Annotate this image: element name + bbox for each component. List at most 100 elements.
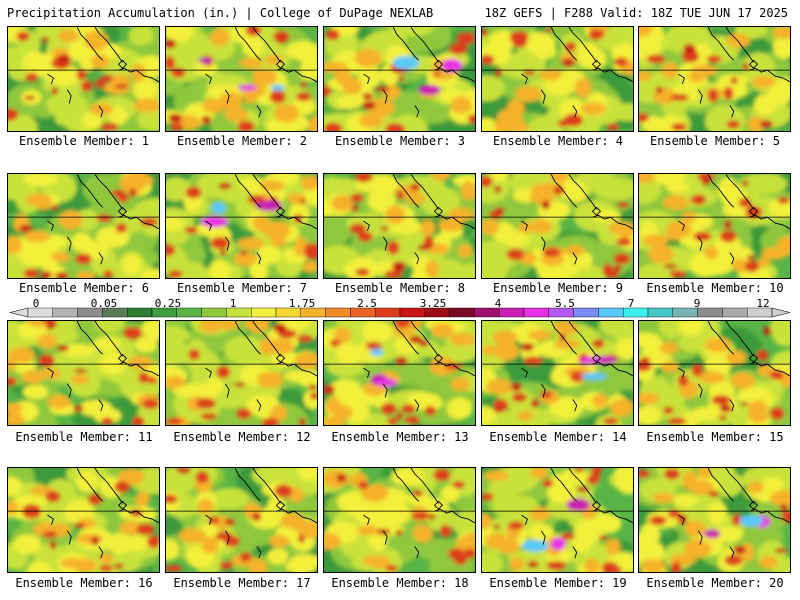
- coastline-outline: [363, 174, 475, 265]
- precipitation-field: [8, 321, 159, 425]
- coastline-outline: [47, 321, 159, 412]
- run-info: 18Z GEFS | F288 Valid: 18Z TUE JUN 17 20…: [484, 6, 788, 20]
- colorbar-swatch: [722, 307, 748, 318]
- ensemble-member-label: Ensemble Member: 2: [176, 134, 308, 148]
- colorbar-tick-label: 9: [693, 297, 701, 310]
- coastline-outline: [47, 174, 159, 265]
- precipitation-field: [8, 468, 159, 572]
- colorbar-max-arrow: [771, 307, 791, 318]
- colorbar-swatch: [598, 307, 624, 318]
- colorbar-tick-label: 3.25: [419, 297, 447, 310]
- ensemble-member-map: [323, 173, 476, 279]
- ensemble-member-map: [323, 26, 476, 132]
- colorbar-swatch: [375, 307, 401, 318]
- precipitation-field: [324, 468, 475, 572]
- ensemble-member-map: [7, 320, 160, 426]
- colorbar-swatch: [250, 307, 277, 318]
- precipitation-colorbar: [9, 307, 791, 318]
- precipitation-field: [639, 27, 790, 131]
- ensemble-member-label: Ensemble Member: 12: [173, 430, 311, 444]
- precipitation-field: [166, 468, 317, 572]
- colorbar-swatch: [499, 307, 525, 318]
- coastline-outline: [363, 27, 475, 118]
- coastline-outline: [47, 27, 159, 118]
- coastline-outline: [47, 468, 159, 559]
- colorbar-tick-label: 1.75: [288, 297, 316, 310]
- colorbar-swatch: [201, 307, 227, 318]
- coastline-outline: [205, 174, 317, 265]
- coastline-outline: [521, 27, 633, 118]
- colorbar-tick-label: 0: [32, 297, 40, 310]
- ensemble-member-map: [638, 173, 791, 279]
- colorbar-tick-label: 7: [627, 297, 635, 310]
- precipitation-field: [166, 27, 317, 131]
- precipitation-field: [324, 321, 475, 425]
- ensemble-member-label: Ensemble Member: 14: [489, 430, 627, 444]
- ensemble-member-map: [7, 26, 160, 132]
- colorbar-swatch: [697, 307, 723, 318]
- colorbar-tick-label: 5.5: [555, 297, 575, 310]
- coastline-outline: [205, 27, 317, 118]
- ensemble-member-label: Ensemble Member: 3: [334, 134, 466, 148]
- precipitation-field: [639, 468, 790, 572]
- coastline-outline: [678, 27, 790, 118]
- ensemble-member-map: [7, 173, 160, 279]
- colorbar-swatch: [647, 307, 673, 318]
- precipitation-field: [166, 174, 317, 278]
- precipitation-field: [8, 174, 159, 278]
- ensemble-member-label: Ensemble Member: 1: [18, 134, 150, 148]
- ensemble-member-map: [638, 467, 791, 573]
- coastline-outline: [678, 174, 790, 265]
- ensemble-member-label: Ensemble Member: 4: [492, 134, 624, 148]
- precipitation-field: [166, 321, 317, 425]
- ensemble-member-map: [323, 467, 476, 573]
- colorbar-swatch: [449, 307, 475, 318]
- coastline-outline: [678, 468, 790, 559]
- precipitation-field: [482, 174, 633, 278]
- ensemble-member-map: [481, 26, 634, 132]
- coastline-outline: [363, 321, 475, 412]
- colorbar-swatch: [126, 307, 153, 318]
- colorbar-tick-label: 12: [756, 297, 770, 310]
- ensemble-member-label: Ensemble Member: 16: [15, 576, 153, 590]
- ensemble-member-map: [638, 26, 791, 132]
- colorbar-tick-label: 0.05: [90, 297, 118, 310]
- precipitation-field: [639, 174, 790, 278]
- coastline-outline: [521, 174, 633, 265]
- colorbar-min-arrow: [9, 307, 29, 318]
- ensemble-member-label: Ensemble Member: 9: [492, 281, 624, 295]
- precipitation-field: [324, 174, 475, 278]
- ensemble-member-label: Ensemble Member: 7: [176, 281, 308, 295]
- precipitation-field: [639, 321, 790, 425]
- colorbar-swatch: [325, 307, 351, 318]
- ensemble-member-map: [165, 320, 318, 426]
- coastline-outline: [521, 321, 633, 412]
- ensemble-member-label: Ensemble Member: 11: [15, 430, 153, 444]
- ensemble-member-map: [638, 320, 791, 426]
- ensemble-member-label: Ensemble Member: 15: [646, 430, 784, 444]
- ensemble-member-label: Ensemble Member: 8: [334, 281, 466, 295]
- ensemble-member-map: [165, 26, 318, 132]
- coastline-outline: [205, 321, 317, 412]
- colorbar-tick-label: 4: [494, 297, 502, 310]
- coastline-outline: [521, 468, 633, 559]
- precipitation-field: [8, 27, 159, 131]
- ensemble-member-map: [481, 467, 634, 573]
- coastline-outline: [205, 468, 317, 559]
- colorbar-tick-label: 1: [229, 297, 237, 310]
- colorbar-tick-label: 0.25: [154, 297, 182, 310]
- ensemble-member-map: [481, 173, 634, 279]
- map-title: Precipitation Accumulation (in.) | Colle…: [7, 6, 434, 20]
- precipitation-field: [482, 468, 633, 572]
- colorbar-swatch: [523, 307, 549, 318]
- coastline-outline: [363, 468, 475, 559]
- ensemble-member-map: [323, 320, 476, 426]
- ensemble-member-map: [481, 320, 634, 426]
- ensemble-member-label: Ensemble Member: 5: [649, 134, 781, 148]
- colorbar-swatch: [573, 307, 599, 318]
- ensemble-member-map: [165, 173, 318, 279]
- precipitation-field: [482, 27, 633, 131]
- ensemble-member-map: [7, 467, 160, 573]
- precipitation-field: [324, 27, 475, 131]
- ensemble-member-map: [165, 467, 318, 573]
